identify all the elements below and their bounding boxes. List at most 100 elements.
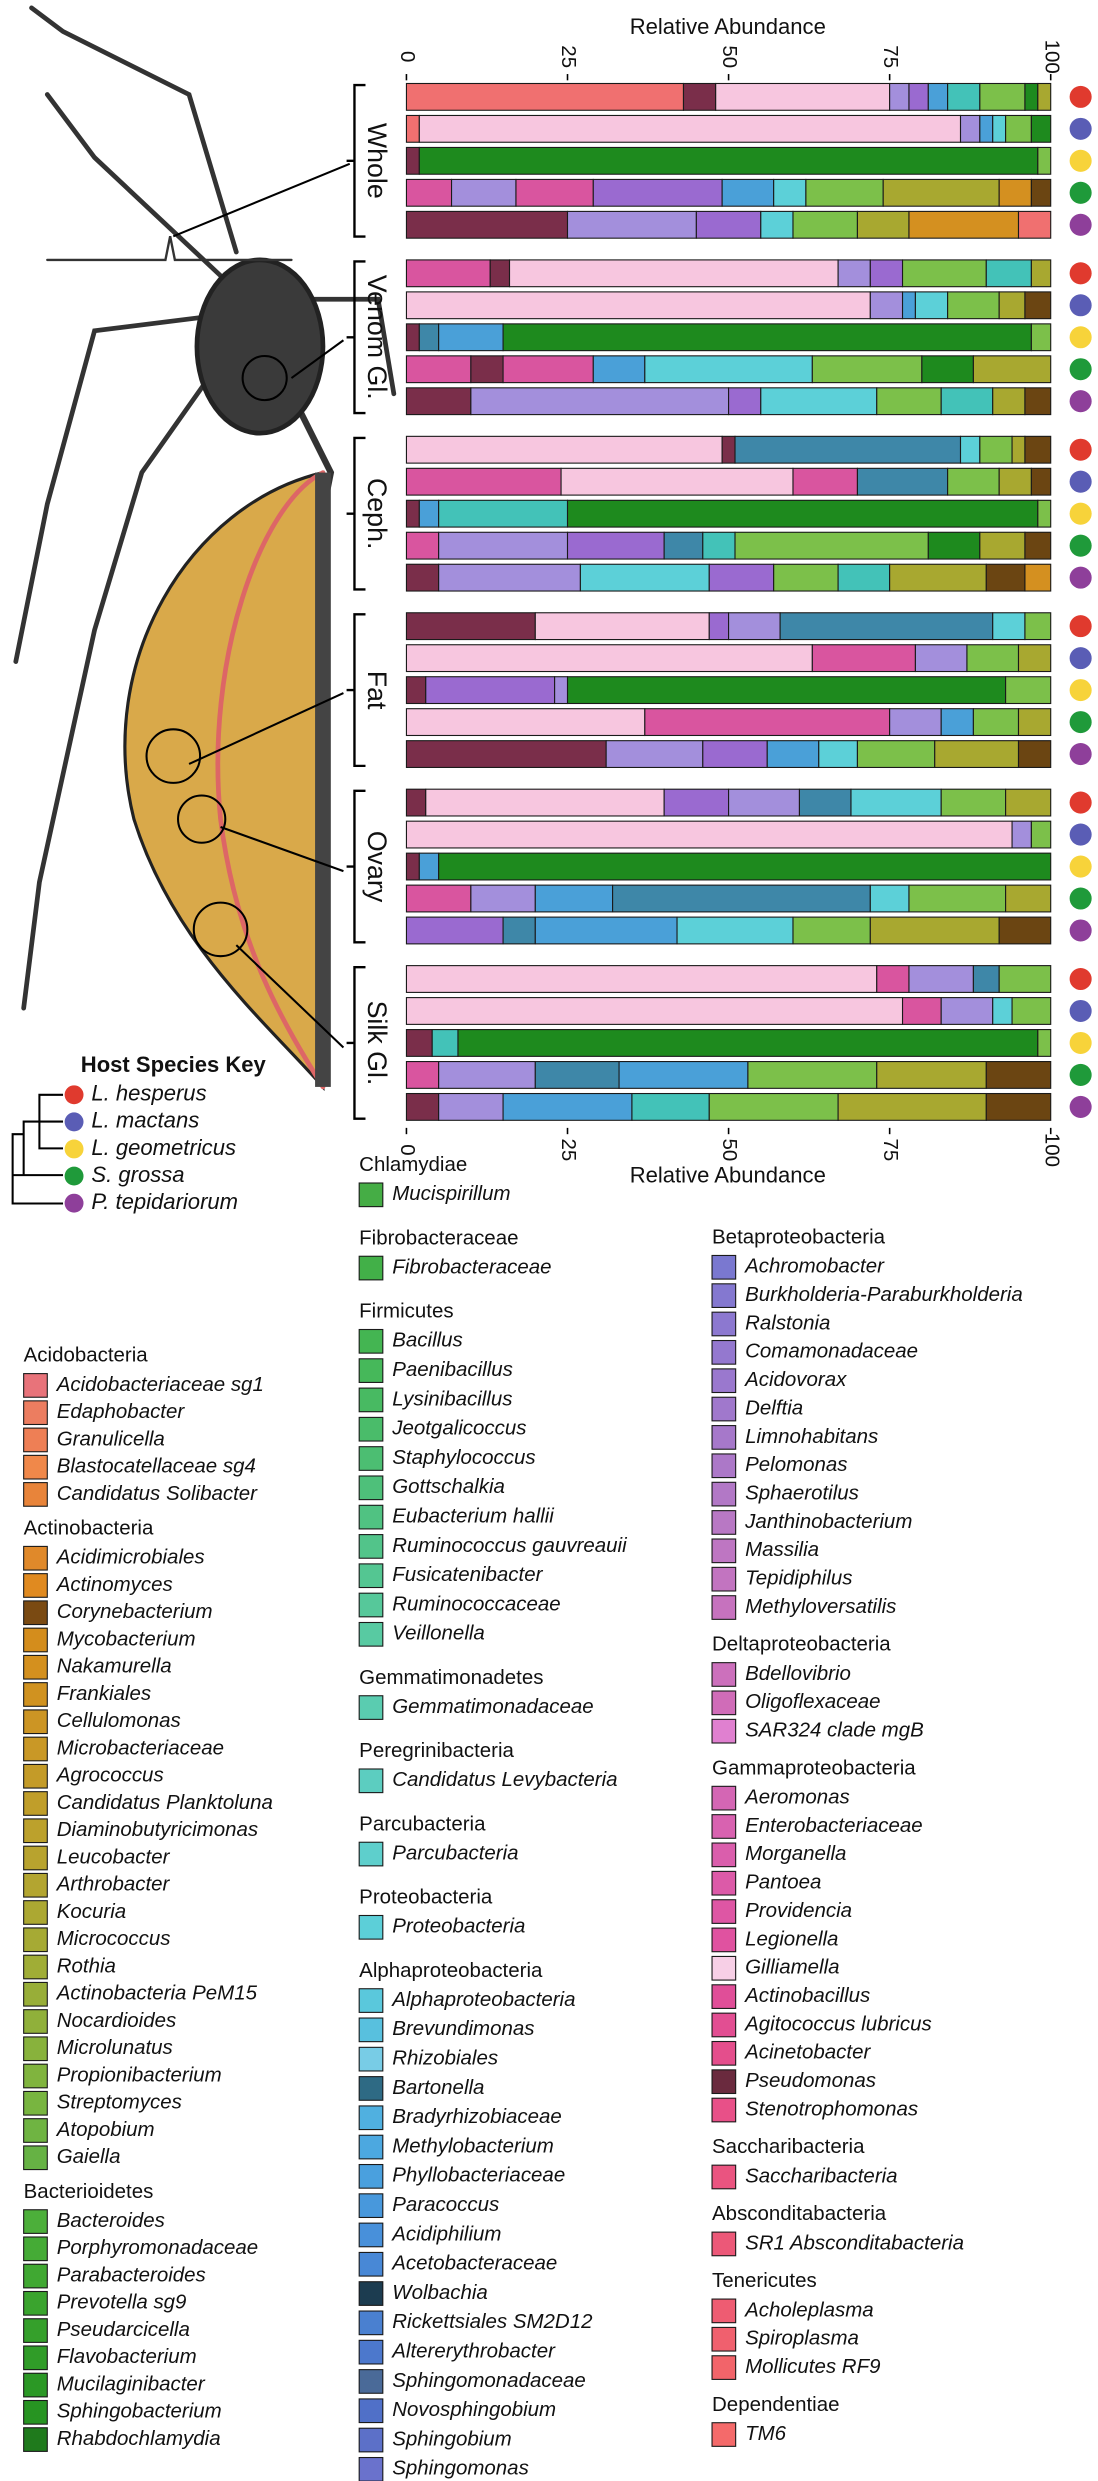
bar-segment [1017,708,1052,737]
taxon-label: Paenibacillus [392,1358,513,1381]
bar-segment [760,210,794,239]
bar-segment [985,1092,1052,1121]
bar-segment [837,563,891,592]
bar-segment [405,676,427,705]
taxon-label: Bacillus [392,1329,463,1352]
bar-segment [405,291,871,320]
phylum-header: Chlamydiae [359,1153,467,1176]
bar-segment [502,323,1032,352]
legend-swatch [711,1785,737,1811]
bar-segment [1037,82,1052,111]
bar-segment [947,467,1000,496]
tissue-label: Whole [362,123,392,199]
legend-swatch [358,2163,384,2189]
taxon-label: Actinobacillus [743,1984,870,2007]
legend-swatch [358,2017,384,2043]
bar-segment [1030,259,1052,288]
host-dot [1069,566,1092,589]
bar-segment [405,612,536,641]
bar-segment [644,708,891,737]
bar-segment [405,563,440,592]
legend-swatch [23,2090,48,2116]
taxon-label: Candidatus Solibacter [57,1482,258,1505]
host-dot [1069,615,1092,638]
phylum-header: Deltaproteobacteria [712,1633,891,1656]
x-tick-label-top: 100 [1040,40,1063,74]
bar-segment [921,355,974,384]
phylum-header: Actinobacteria [24,1516,154,1539]
host-dot [1069,294,1092,317]
legend-swatch [358,1988,384,2013]
legend-swatch [711,1814,737,1839]
legend-swatch [358,1841,384,1867]
legend-swatch [711,1368,737,1394]
taxon-label: Gilliamella [745,1956,839,1979]
legend-swatch [358,1416,384,1442]
taxon-label: Kocuria [57,1900,126,1923]
legend-swatch [23,1600,48,1626]
taxon-label: Mucilaginibacter [57,2372,206,2395]
tissue-label: Silk Gl. [362,1001,392,1086]
taxon-label: Bradyrhizobiaceae [392,2105,562,2128]
bar-segment [405,178,453,207]
taxon-label: Pseudomonas [745,2069,876,2092]
bar-segment [438,323,504,352]
taxon-label: Lysinibacillus [392,1387,512,1410]
bar-segment [470,387,730,416]
bar-segment [1011,997,1052,1025]
legend-swatch [711,1899,737,1924]
bar-segment [405,82,685,111]
legend-swatch [358,1255,384,1281]
group-bracket [346,83,366,238]
host-dot [1069,534,1092,557]
phylum-header: Fibrobacteraceae [359,1226,518,1249]
taxon-label: Pantoea [745,1871,821,1894]
bar-segment [940,997,994,1025]
legend-swatch [358,1592,384,1618]
taxon-label: Altererythrobacter [390,2340,556,2363]
bar-segment [998,467,1032,496]
legend-swatch [358,1695,384,1720]
legend-swatch [358,2076,384,2101]
bar-segment [1017,210,1052,239]
bar-segment [869,916,1000,945]
x-tick-label-bottom: 25 [557,1139,580,1162]
bar-segment [1030,467,1052,496]
phylum-header: Saccharibacteria [712,2135,865,2158]
bar-segment [979,435,1013,464]
bar-segment [876,965,910,993]
legend-swatch [711,2040,737,2066]
taxon-label: Gottschalkia [392,1475,505,1498]
taxon-label: Mucispirillum [392,1182,510,1205]
legend-swatch [711,1453,737,1479]
bar-segment [418,114,962,143]
bar-segment [405,852,420,881]
legend-swatch [23,1545,48,1571]
legend-swatch [358,1914,384,1940]
legend-swatch [711,1662,737,1687]
taxon-label: Rhabdochlamydia [57,2427,221,2450]
group-bracket [346,436,366,591]
bar-segment [908,965,974,993]
legend-swatch [358,1534,384,1559]
bar-segment [856,740,936,769]
legend-swatch [711,1842,737,1868]
taxon-label: Mollicutes RF9 [745,2355,880,2378]
taxon-label: Acetobacteraceae [390,2252,557,2275]
legend-swatch [23,1454,48,1480]
bar-segment [818,740,858,769]
legend-swatch [23,1400,48,1426]
host-dot [1069,213,1092,236]
bar-segment [708,1092,839,1121]
group-bracket [346,260,366,415]
host-dot [1069,85,1092,108]
legend-swatch [711,2097,737,2123]
bar-segment [1024,387,1052,416]
bar-segment [450,178,517,207]
legend-swatch [23,1818,48,1844]
bar-segment [405,259,491,288]
taxon-label: Bdellovibrio [745,1662,851,1685]
bar-segment [1005,788,1052,817]
legend-swatch [23,2236,48,2262]
